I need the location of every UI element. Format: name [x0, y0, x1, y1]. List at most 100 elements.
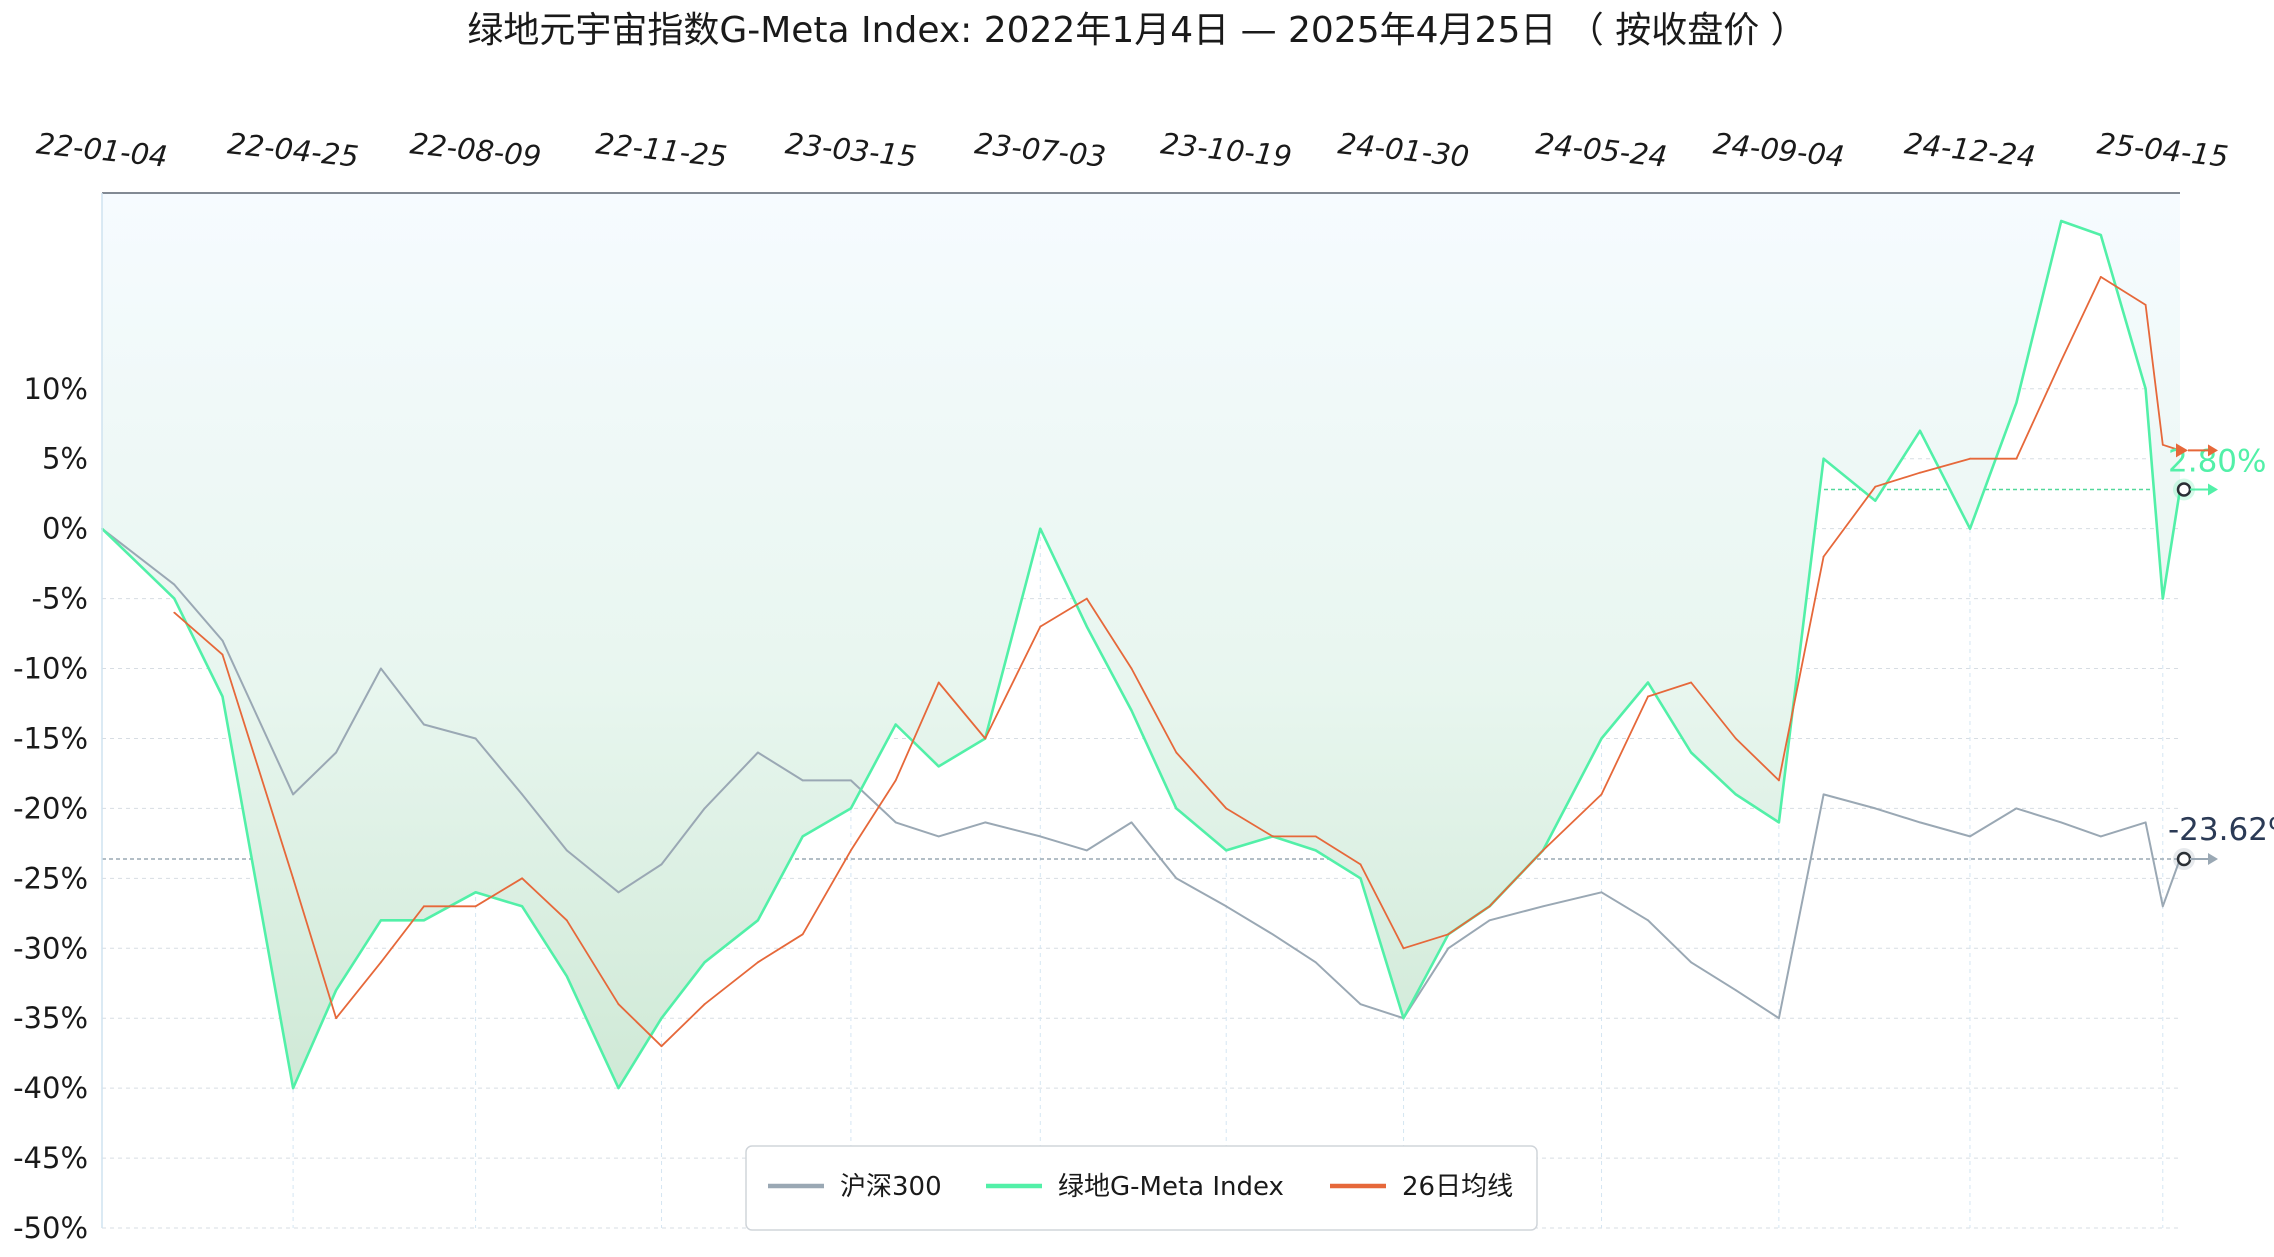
hs300-point — [2099, 835, 2102, 838]
hs300-arrowhead — [2208, 853, 2218, 866]
y-tick-label: -40% — [13, 1071, 88, 1105]
ma26-point — [1542, 849, 1544, 852]
y-tick-label: -15% — [13, 721, 88, 755]
ma26-point — [1874, 485, 1877, 488]
hs300-line — [101, 527, 2181, 1020]
y-tick-label: -30% — [13, 931, 88, 965]
ma26-point — [1690, 681, 1692, 684]
ma26-point — [2015, 457, 2018, 460]
ma26-point — [474, 905, 477, 908]
gmeta-point — [937, 765, 940, 768]
gmeta-point — [2060, 220, 2063, 222]
legend-item-hs300: 沪深300 — [768, 1172, 942, 1202]
y-tick-label: -50% — [13, 1211, 88, 1245]
hs300-point — [380, 667, 382, 670]
area-fill — [102, 193, 2180, 1089]
legend-item-gmeta: 绿地G-Meta Index — [986, 1172, 1284, 1202]
gmeta-point — [2015, 401, 2018, 404]
ma26-point — [2060, 359, 2063, 362]
hs300-point — [1225, 905, 1228, 908]
y-tick-label: 10% — [24, 372, 88, 406]
hs300-point — [660, 863, 663, 866]
hs300-point — [617, 891, 620, 894]
gmeta-point — [2161, 597, 2164, 600]
gmeta-point — [1647, 681, 1649, 684]
ma26-point — [2144, 304, 2147, 306]
ma26-point — [850, 849, 852, 852]
ma26-arrowhead-end — [2208, 444, 2218, 457]
gmeta-point — [2144, 387, 2147, 390]
gmeta-point — [1919, 429, 1921, 432]
hs300-point — [1690, 961, 1692, 964]
legend: 沪深300 绿地G-Meta Index 26日均线 — [745, 1145, 1538, 1231]
y-tick-label: -20% — [13, 791, 88, 825]
gmeta-arrowhead — [2208, 483, 2218, 496]
gmeta-point — [173, 597, 176, 600]
hs300-point — [565, 849, 568, 852]
hs300-point — [1919, 821, 1921, 824]
gmeta-point — [1085, 625, 1088, 628]
x-tick-label: 23-10-19 — [1159, 126, 1293, 174]
ma26-point — [1488, 905, 1491, 908]
ma26-point — [173, 611, 176, 614]
x-tick-label: 22-08-09 — [408, 126, 542, 174]
ma26-point — [757, 961, 759, 964]
ma26-point — [1822, 555, 1825, 558]
y-tick-label: -25% — [13, 861, 88, 895]
gmeta-point — [521, 905, 523, 908]
ma26-point — [937, 681, 940, 684]
hs300-point — [2015, 807, 2018, 810]
hs300-point — [801, 779, 804, 782]
ma26-point — [703, 1003, 706, 1006]
gmeta-point — [221, 695, 224, 698]
hs300-point — [1359, 1003, 1362, 1006]
hs300-point — [1734, 989, 1737, 992]
hs300-point — [1488, 919, 1491, 922]
x-tick-label: 24-01-30 — [1336, 126, 1470, 174]
ma26-point — [565, 919, 568, 922]
ma26-point — [1225, 807, 1228, 810]
ma26-point — [521, 877, 523, 880]
hs300-point — [1600, 891, 1603, 894]
x-tick-label: 25-04-15 — [2096, 126, 2230, 174]
hs300-point — [703, 807, 706, 810]
x-tick-label: 23-03-15 — [784, 126, 918, 174]
ma26-point — [894, 779, 897, 782]
gmeta-point — [1600, 737, 1603, 740]
gmeta-point — [335, 989, 337, 992]
gmeta-point — [801, 835, 804, 838]
gmeta-point — [2099, 234, 2102, 236]
x-tick-label: 22-01-04 — [35, 126, 169, 174]
gmeta-point — [1359, 877, 1362, 880]
hs300-point — [1271, 933, 1274, 936]
gmeta-point — [1822, 457, 1825, 460]
hs300-point — [2060, 821, 2063, 824]
x-tick-label: 24-12-24 — [1903, 126, 2037, 174]
ma26-point — [1175, 751, 1178, 754]
ma26-point — [1314, 835, 1317, 838]
hs300-end-label: -23.62% — [2168, 812, 2274, 848]
gmeta-point — [1402, 1017, 1405, 1020]
ma26-arrowhead — [2176, 443, 2188, 458]
hs300-point — [984, 821, 987, 824]
gmeta-point — [1874, 499, 1877, 502]
gmeta-point — [1969, 527, 1971, 530]
hs300-point — [474, 737, 477, 740]
ma26-point — [2161, 443, 2164, 446]
ma26-point — [1647, 695, 1649, 698]
gmeta-point — [850, 807, 852, 810]
ma26-point — [1039, 625, 1042, 628]
legend-box — [745, 1145, 1538, 1231]
gmeta-point — [380, 919, 382, 922]
hs300-point — [221, 639, 224, 642]
legend-label: 26日均线 — [1402, 1172, 1513, 1202]
ma26-point — [1919, 471, 1921, 474]
ma26-point — [221, 653, 224, 656]
gmeta-marker — [2176, 482, 2192, 497]
x-tick-label: 24-09-04 — [1712, 126, 1846, 174]
gmeta-point — [757, 919, 759, 922]
ma26-point — [335, 1017, 337, 1020]
hs300-point — [173, 583, 176, 586]
hs300-point — [423, 723, 425, 726]
